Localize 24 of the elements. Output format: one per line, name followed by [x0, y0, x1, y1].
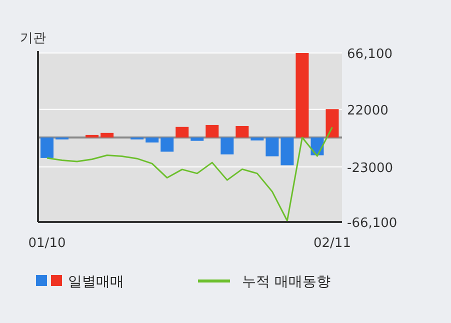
bar	[236, 126, 249, 138]
bar	[280, 138, 294, 166]
bar	[86, 134, 99, 138]
x-tick-label: 01/10	[28, 236, 66, 251]
y-tick-label: -23000	[347, 160, 394, 176]
y-tick-label: 22000	[347, 103, 388, 118]
bar	[326, 109, 339, 138]
y-tick-label: 66,100	[347, 47, 392, 62]
bar	[40, 138, 54, 158]
bar	[176, 126, 189, 138]
bar	[100, 132, 114, 138]
legend-label: 누적 매매동향	[242, 274, 330, 290]
bar	[296, 53, 309, 138]
bar	[220, 138, 234, 154]
bar	[266, 138, 279, 156]
legend-label: 일별매매	[68, 274, 124, 290]
bar	[190, 138, 204, 141]
bar	[146, 138, 159, 142]
x-tick-label: 02/11	[314, 236, 351, 251]
bar	[250, 138, 264, 140]
bar	[160, 138, 174, 152]
bar	[206, 124, 219, 138]
y-tick-label: -66,100	[347, 216, 398, 231]
chart-title: 기관	[20, 31, 46, 46]
